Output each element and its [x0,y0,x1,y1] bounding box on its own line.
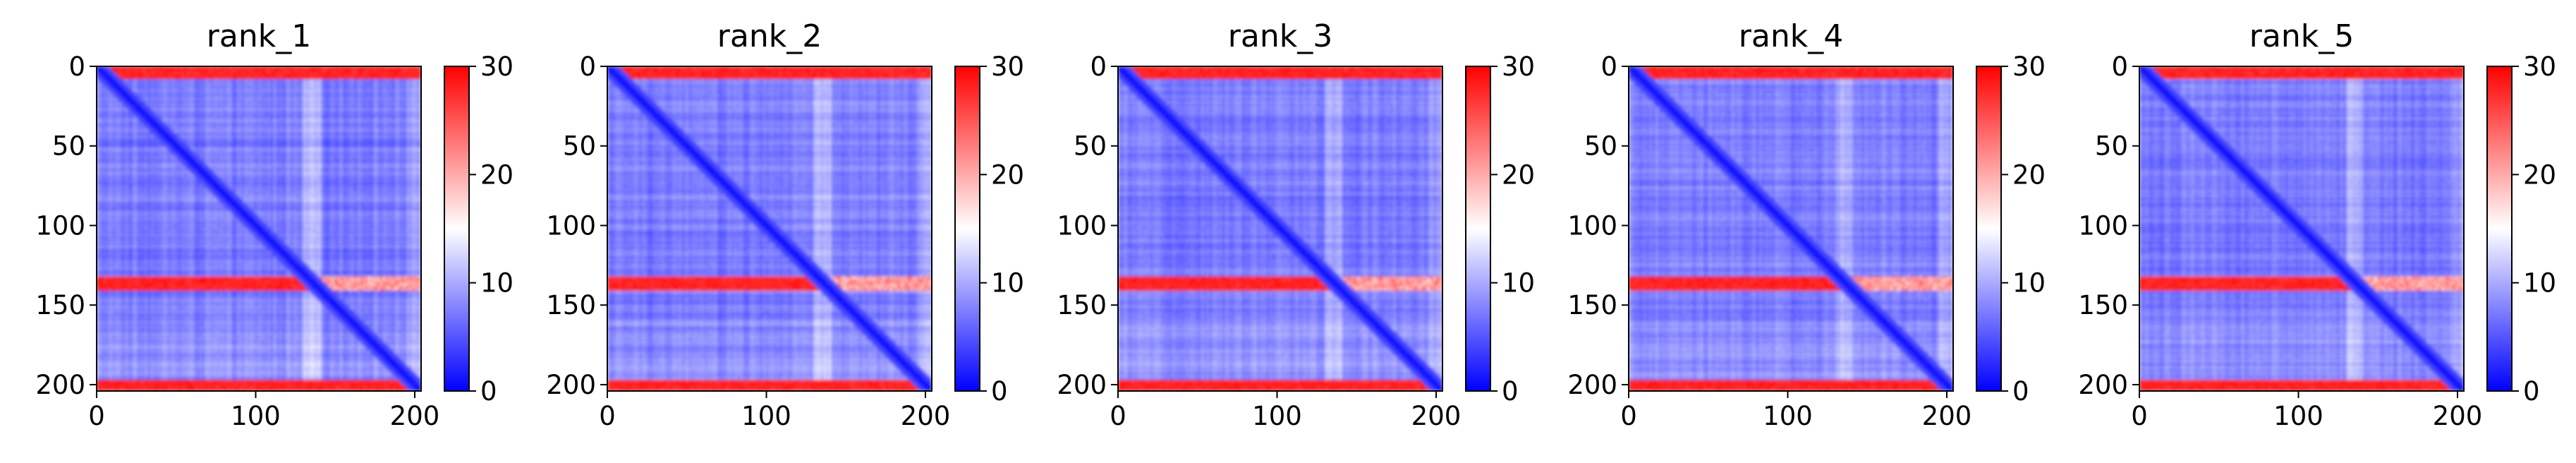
plot-frame [1117,66,1443,392]
heatmap-image [2139,66,2464,391]
panel-title: rank_1 [207,18,311,54]
x-tick-label: 0 [1110,401,1126,431]
colorbar-tick-label: 20 [2523,160,2556,190]
y-tick-label: 0 [579,52,596,82]
colorbar-tick-label: 10 [991,268,1024,299]
y-tick-label: 150 [1057,290,1107,320]
y-tick-label: 200 [1567,370,1617,400]
x-tick-label: 200 [390,401,440,431]
plot-frame [1628,66,1954,392]
x-tick-label: 100 [1763,401,1813,431]
y-tick-label: 50 [52,131,85,162]
y-tick-label: 100 [2078,210,2128,241]
plot-frame [2139,66,2465,392]
colorbar [444,66,470,392]
colorbar-tick-label: 30 [480,52,514,82]
colorbar-tick-label: 20 [480,160,514,190]
panel-title: rank_4 [1739,18,1843,54]
y-tick-label: 200 [2078,370,2128,400]
y-tick-label: 0 [1090,52,1107,82]
heatmap-image [1629,66,1953,391]
colorbar-tick-label: 20 [2012,160,2046,190]
y-tick-label: 150 [35,290,85,320]
x-tick-label: 200 [1922,401,1972,431]
y-tick-label: 100 [1057,210,1107,241]
heatmap-image [97,66,421,391]
panel-title: rank_3 [1228,18,1332,54]
x-tick-label: 0 [88,401,105,431]
x-tick-label: 100 [2273,401,2323,431]
y-tick-label: 100 [546,210,596,241]
colorbar-tick-label: 10 [2523,268,2556,299]
colorbar [954,66,980,392]
y-tick-label: 200 [546,370,596,400]
colorbar-tick-label: 20 [991,160,1024,190]
colorbar [1976,66,2002,392]
x-tick-label: 200 [1411,401,1462,431]
colorbar-tick-label: 30 [2012,52,2046,82]
panel-title: rank_2 [717,18,822,54]
colorbar-tick-label: 0 [480,376,497,407]
y-tick-label: 150 [546,290,596,320]
y-tick-label: 100 [35,210,85,241]
colorbar-tick-label: 0 [991,376,1008,407]
x-tick-label: 100 [231,401,281,431]
plot-frame [96,66,422,392]
x-tick-label: 0 [1620,401,1637,431]
colorbar-tick-label: 0 [2523,376,2540,407]
colorbar-tick-label: 10 [1502,268,1535,299]
y-tick-label: 100 [1567,210,1617,241]
y-tick-label: 50 [563,131,596,162]
y-tick-label: 0 [1600,52,1617,82]
y-tick-label: 200 [35,370,85,400]
y-tick-label: 50 [1584,131,1617,162]
colorbar [1465,66,1491,392]
y-tick-label: 0 [2111,52,2128,82]
y-tick-label: 0 [68,52,85,82]
colorbar-tick-label: 0 [1502,376,1519,407]
heatmap-image [1118,66,1442,391]
plot-frame [607,66,932,392]
x-tick-label: 0 [599,401,616,431]
y-tick-label: 50 [2095,131,2128,162]
colorbar [2486,66,2513,392]
colorbar-tick-label: 10 [2012,268,2046,299]
heatmap-image [607,66,932,391]
panel-title: rank_5 [2249,18,2354,54]
x-tick-label: 200 [901,401,951,431]
colorbar-tick-label: 30 [991,52,1024,82]
y-tick-label: 150 [1567,290,1617,320]
y-tick-label: 50 [1074,131,1107,162]
colorbar-tick-label: 10 [480,268,514,299]
y-tick-label: 200 [1057,370,1107,400]
colorbar-tick-label: 0 [2012,376,2029,407]
y-tick-label: 150 [2078,290,2128,320]
x-tick-label: 100 [1252,401,1302,431]
x-tick-label: 0 [2131,401,2148,431]
colorbar-tick-label: 30 [1502,52,1535,82]
x-tick-label: 100 [741,401,791,431]
colorbar-tick-label: 30 [2523,52,2556,82]
x-tick-label: 200 [2433,401,2483,431]
colorbar-tick-label: 20 [1502,160,1535,190]
